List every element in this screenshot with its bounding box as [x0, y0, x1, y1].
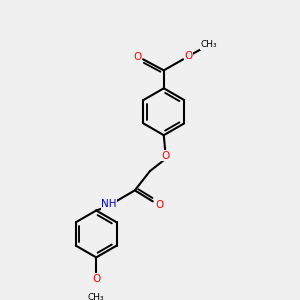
- Text: O: O: [155, 200, 163, 210]
- Text: O: O: [92, 274, 100, 284]
- Text: CH₃: CH₃: [201, 40, 217, 49]
- Text: O: O: [161, 151, 169, 161]
- Text: O: O: [184, 51, 193, 61]
- Text: O: O: [133, 52, 141, 61]
- Text: NH: NH: [101, 199, 117, 209]
- Text: CH₃: CH₃: [88, 293, 104, 300]
